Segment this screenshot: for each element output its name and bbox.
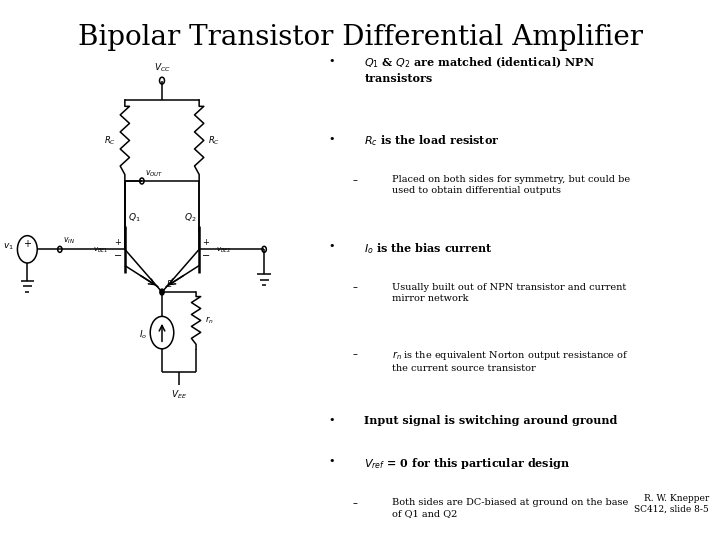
Text: $r_n$ is the equivalent Norton output resistance of
the current source transisto: $r_n$ is the equivalent Norton output re… xyxy=(392,349,629,373)
Text: $V_{ref}$ = 0 for this particular design: $V_{ref}$ = 0 for this particular design xyxy=(364,456,570,471)
Circle shape xyxy=(160,289,164,295)
Text: Placed on both sides for symmetry, but could be
used to obtain differential outp: Placed on both sides for symmetry, but c… xyxy=(392,175,630,195)
Text: Usually built out of NPN transistor and current
mirror network: Usually built out of NPN transistor and … xyxy=(392,282,626,302)
Text: −: − xyxy=(114,251,122,261)
Text: $I_o$: $I_o$ xyxy=(139,328,147,341)
Text: –: – xyxy=(353,282,357,293)
Text: $v_{BE2}$: $v_{BE2}$ xyxy=(216,246,231,255)
Text: $V_{CC}$: $V_{CC}$ xyxy=(153,62,171,74)
Text: $v_{OUT}$: $v_{OUT}$ xyxy=(145,168,163,179)
Text: –: – xyxy=(353,349,357,359)
Text: $R_C$: $R_C$ xyxy=(104,134,116,147)
Text: •: • xyxy=(328,241,336,251)
Text: $Q_1$ & $Q_2$ are matched (identical) NPN
transistors: $Q_1$ & $Q_2$ are matched (identical) NP… xyxy=(364,56,595,84)
Text: •: • xyxy=(328,133,336,144)
Text: $v_1$: $v_1$ xyxy=(3,242,14,252)
Text: $v_{BE1}$: $v_{BE1}$ xyxy=(93,246,108,255)
Text: $I_o$ is the bias current: $I_o$ is the bias current xyxy=(364,241,493,256)
Text: $r_n$: $r_n$ xyxy=(204,315,214,326)
Text: $E$: $E$ xyxy=(166,278,173,288)
Text: $Q_1$: $Q_1$ xyxy=(128,211,140,224)
Text: $Q_2$: $Q_2$ xyxy=(184,211,196,224)
Text: •: • xyxy=(328,56,336,66)
Text: •: • xyxy=(328,415,336,425)
Text: •: • xyxy=(328,456,336,467)
Text: −: − xyxy=(202,251,210,261)
Text: +: + xyxy=(202,239,210,247)
Text: +: + xyxy=(23,239,32,249)
Text: $v_{IN}$: $v_{IN}$ xyxy=(63,235,75,246)
Text: +: + xyxy=(114,239,122,247)
Text: Both sides are DC-biased at ground on the base
of Q1 and Q2: Both sides are DC-biased at ground on th… xyxy=(392,498,629,518)
Text: –: – xyxy=(353,175,357,185)
Text: R. W. Knepper
SC412, slide 8-5: R. W. Knepper SC412, slide 8-5 xyxy=(634,494,708,514)
Text: –: – xyxy=(353,498,357,508)
Text: Bipolar Transistor Differential Amplifier: Bipolar Transistor Differential Amplifie… xyxy=(78,24,642,51)
Text: $R_C$: $R_C$ xyxy=(208,134,220,147)
Text: Input signal is switching around ground: Input signal is switching around ground xyxy=(364,415,618,426)
Text: $V_{EE}$: $V_{EE}$ xyxy=(171,389,187,401)
Text: $R_c$ is the load resistor: $R_c$ is the load resistor xyxy=(364,133,500,148)
